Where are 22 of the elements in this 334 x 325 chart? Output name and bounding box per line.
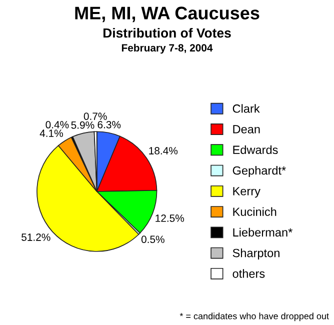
legend-label: Clark xyxy=(232,104,260,113)
chart-title: ME, MI, WA Caucuses xyxy=(75,6,260,22)
data-label: 4.1% xyxy=(40,130,63,137)
legend-label: others xyxy=(232,269,265,278)
chart-subtitle: Distribution of Votes xyxy=(104,28,231,38)
data-label: 51.2% xyxy=(22,234,50,241)
data-label: 5.9% xyxy=(71,121,94,129)
legend-label: Kerry xyxy=(233,187,260,198)
legend-label: Kucinich xyxy=(233,207,276,216)
legend-label: Edwards xyxy=(233,145,278,154)
data-label: 0.5% xyxy=(141,236,164,244)
text: February 7-8, 2004 xyxy=(122,44,213,54)
legend-label: Sharpton xyxy=(232,248,280,260)
data-label: 18.4% xyxy=(149,147,178,154)
legend-label: Gephardt* xyxy=(232,166,286,178)
data-label: 12.5% xyxy=(156,214,184,222)
data-label: 0.4% xyxy=(46,121,69,128)
legend-label: Lieberman* xyxy=(233,228,292,237)
legend-label: Dean xyxy=(233,125,260,134)
text: * = candidates who have dropped out xyxy=(180,312,329,322)
data-label: 6.3% xyxy=(98,120,121,128)
data-label: 0.7% xyxy=(84,112,107,120)
